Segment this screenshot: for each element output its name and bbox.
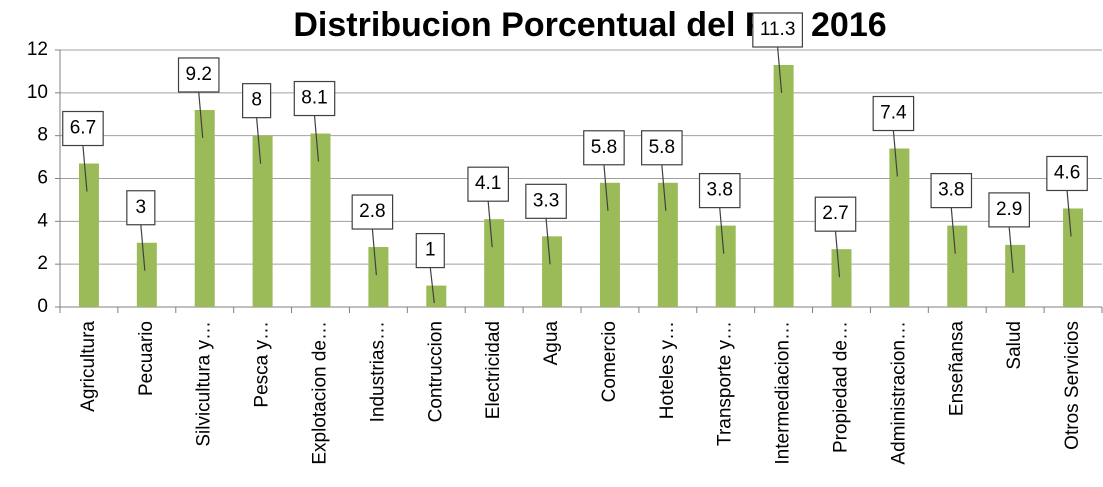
data-label-box xyxy=(242,83,272,119)
x-tick-label: Enseñansa xyxy=(946,321,967,417)
bar xyxy=(252,135,273,307)
leader-line xyxy=(545,218,551,265)
y-tick-label: 0 xyxy=(37,296,48,317)
data-label-box xyxy=(872,95,915,132)
data-label-box xyxy=(814,196,857,232)
leader-line xyxy=(950,207,956,254)
data-label: 4.1 xyxy=(475,173,501,194)
data-label: 6.7 xyxy=(70,118,96,139)
leader-line xyxy=(487,201,493,248)
x-tick-label: Electricidad xyxy=(483,321,504,419)
data-label-box xyxy=(62,110,104,147)
data-label-box xyxy=(583,130,625,166)
leader-line xyxy=(834,231,841,278)
y-tick-label: 4 xyxy=(37,210,48,231)
data-label-box xyxy=(641,130,683,166)
data-label-box xyxy=(467,166,509,202)
leader-line xyxy=(892,130,898,177)
y-tick-label: 8 xyxy=(37,125,48,146)
data-label: 11.3 xyxy=(760,19,796,40)
data-label: 3.3 xyxy=(533,190,559,211)
data-label-box xyxy=(177,57,220,93)
y-tick-label: 2 xyxy=(37,253,48,274)
leader-line xyxy=(603,164,609,211)
leader-line xyxy=(313,115,320,162)
data-label: 1 xyxy=(425,240,436,261)
data-label: 5.8 xyxy=(649,137,675,158)
x-tick-label: Agricultura xyxy=(78,321,99,412)
bar xyxy=(599,182,620,307)
x-tick-label: Industrias… xyxy=(367,321,388,422)
x-tick-label: Comercio xyxy=(599,321,620,402)
data-label-box xyxy=(752,12,804,48)
x-tick-label: Administracion… xyxy=(888,321,909,465)
data-label: 2.8 xyxy=(359,201,385,222)
bar xyxy=(715,225,736,307)
x-tick-label: Explotacion de… xyxy=(310,321,331,465)
data-label: 9.2 xyxy=(186,64,212,85)
x-tick-label: Pesca y… xyxy=(252,321,273,408)
bar xyxy=(542,236,563,307)
bar xyxy=(78,163,99,307)
bar xyxy=(368,247,389,307)
data-label-box xyxy=(525,183,567,219)
y-tick-label: 6 xyxy=(37,168,48,189)
bar xyxy=(947,225,968,307)
x-tick-label: Intermediacion… xyxy=(773,321,794,465)
leader-line xyxy=(1008,226,1014,273)
leader-line xyxy=(256,117,262,164)
data-label: 5.8 xyxy=(591,137,617,158)
bar xyxy=(310,133,331,307)
leader-line xyxy=(82,145,88,192)
data-label-box xyxy=(1046,155,1088,192)
bar xyxy=(426,285,447,307)
leader-line xyxy=(1066,190,1072,237)
data-label: 8 xyxy=(251,90,262,111)
bar xyxy=(1063,208,1084,307)
x-tick-label: Otros Servicios xyxy=(1062,321,1083,450)
data-label: 2.9 xyxy=(996,199,1022,220)
leader-line xyxy=(140,224,146,271)
bar xyxy=(1005,244,1026,307)
leader-line xyxy=(198,91,204,139)
bar xyxy=(194,109,215,307)
x-tick-label: Contruccion xyxy=(425,321,446,422)
leader-line xyxy=(777,46,783,94)
x-tick-label: Silvicultura y… xyxy=(194,321,215,447)
x-tick-label: Agua xyxy=(541,321,562,366)
leader-line xyxy=(661,164,667,211)
data-label-box xyxy=(988,192,1030,228)
x-tick-label: Salud xyxy=(1004,321,1025,370)
bar xyxy=(484,219,505,307)
leader-line xyxy=(429,267,435,304)
data-label: 2.7 xyxy=(822,203,848,224)
data-label: 4.6 xyxy=(1054,162,1080,183)
leader-line xyxy=(719,207,725,254)
data-label-box xyxy=(930,173,973,209)
x-tick-label: Propiedad de… xyxy=(831,321,852,453)
data-label-box xyxy=(351,194,394,230)
data-label-box xyxy=(126,190,156,226)
bar xyxy=(657,182,678,307)
x-tick-label: Hoteles y… xyxy=(657,321,678,419)
x-tick-label: Transporte y… xyxy=(715,321,736,446)
data-label: 3 xyxy=(136,197,147,218)
y-tick-label: 12 xyxy=(27,39,48,60)
leader-line xyxy=(371,228,377,276)
data-label-box xyxy=(698,173,741,209)
y-tick-label: 10 xyxy=(27,82,48,103)
x-tick-label: Pecuario xyxy=(136,321,157,396)
bar xyxy=(773,64,794,307)
data-label: 8.1 xyxy=(301,88,327,109)
data-label: 3.8 xyxy=(707,180,733,201)
bar xyxy=(831,249,852,307)
data-label-box xyxy=(293,80,336,117)
data-label: 7.4 xyxy=(880,103,907,124)
data-label-box xyxy=(415,232,445,269)
bar xyxy=(889,148,910,307)
bar xyxy=(136,242,157,307)
data-label: 3.8 xyxy=(938,180,964,201)
